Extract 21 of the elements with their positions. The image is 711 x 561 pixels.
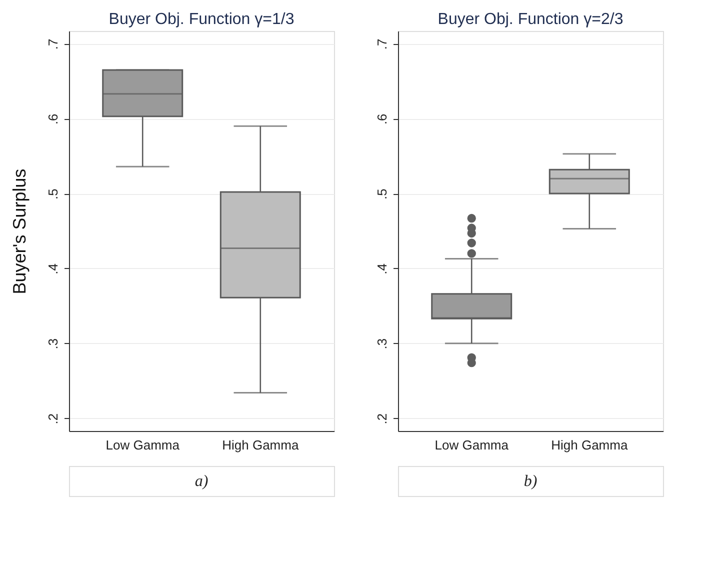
y-tick-label: .7 (374, 38, 390, 50)
y-tick-label: .3 (46, 338, 60, 350)
x-tick-label: High Gamma (551, 438, 628, 452)
y-tick-label: .5 (374, 188, 390, 200)
y-tick-label: .6 (374, 114, 390, 125)
chart-title: Buyer Obj. Function γ=1/3 (108, 11, 294, 28)
x-tick-label: High Gamma (222, 438, 300, 452)
y-tick-label: .4 (46, 264, 60, 274)
y-tick-label: .3 (374, 338, 390, 350)
y-tick-label: .5 (46, 188, 60, 200)
y-tick-label: .2 (374, 413, 390, 424)
x-tick-label: Low Gamma (106, 438, 180, 452)
y-tick-label: .4 (374, 264, 390, 274)
chart-title: Buyer Obj. Function γ=2/3 (438, 11, 624, 28)
text: a) (194, 473, 208, 490)
x-tick-label: Low Gamma (434, 438, 510, 452)
text: b) (524, 473, 538, 490)
y-axis-title: Buyer's Surplus (10, 168, 30, 294)
y-tick-label: .6 (46, 114, 60, 125)
y-tick-label: .2 (46, 413, 60, 424)
y-tick-label: .7 (46, 38, 60, 50)
